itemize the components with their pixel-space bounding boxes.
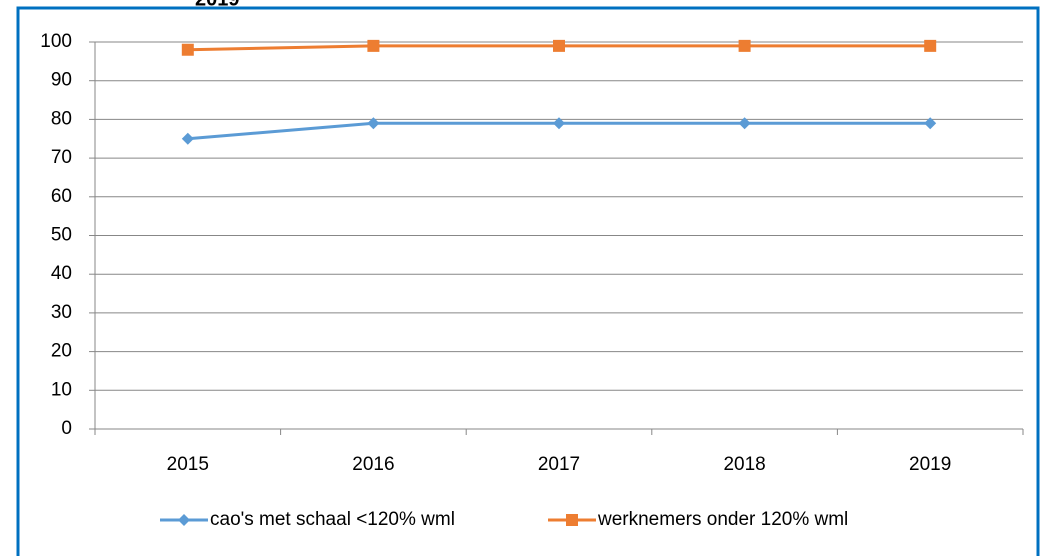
legend-label: cao's met schaal <120% wml (210, 509, 455, 530)
y-tick-label: 100 (40, 31, 72, 52)
legend-label: werknemers onder 120% wml (597, 509, 848, 530)
x-tick-label: 2016 (352, 454, 394, 475)
chart-frame (16, 6, 1040, 556)
data-point (553, 117, 565, 130)
y-tick-label: 20 (51, 341, 72, 362)
data-point (553, 39, 565, 52)
x-tick-label: 2015 (167, 454, 209, 475)
y-tick-label: 50 (51, 225, 72, 246)
data-point (367, 39, 380, 52)
chart-title: 2019 (195, 0, 240, 10)
data-point (738, 39, 751, 52)
data-point (924, 39, 937, 52)
y-tick-label: 30 (51, 302, 72, 323)
legend-marker (566, 514, 578, 526)
data-point (181, 43, 194, 56)
y-tick-label: 10 (51, 379, 72, 400)
y-tick-label: 70 (51, 147, 72, 168)
x-tick-label: 2019 (909, 454, 951, 475)
data-point (738, 117, 751, 130)
y-tick-label: 90 (51, 70, 72, 91)
x-tick-label: 2018 (723, 454, 765, 475)
x-tick-label: 2017 (538, 454, 580, 475)
y-tick-label: 40 (51, 263, 72, 284)
data-point (367, 117, 380, 130)
data-point (924, 117, 937, 130)
data-point (181, 132, 194, 145)
y-tick-label: 80 (51, 108, 72, 129)
legend-marker (178, 514, 190, 526)
y-tick-label: 0 (61, 418, 72, 439)
y-tick-label: 60 (51, 186, 72, 207)
